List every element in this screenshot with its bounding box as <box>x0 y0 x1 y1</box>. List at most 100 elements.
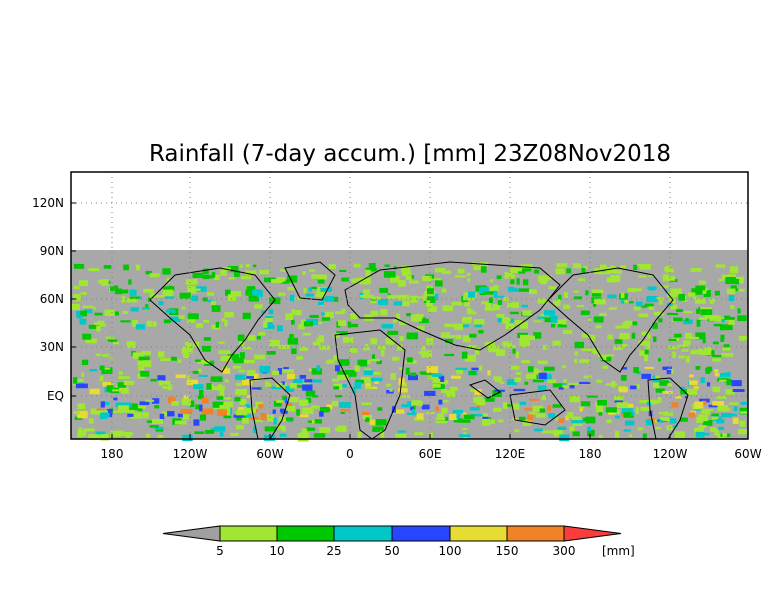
rain-cell <box>390 276 400 283</box>
rain-cell <box>392 319 397 323</box>
rain-cell <box>210 376 223 382</box>
rain-cell <box>510 365 520 370</box>
rain-cell <box>145 270 152 275</box>
rain-cell <box>737 308 741 314</box>
rain-cell <box>593 316 604 323</box>
rain-cell <box>157 434 164 438</box>
rain-cell <box>182 413 190 420</box>
rain-cell <box>466 272 471 277</box>
rain-cell <box>337 374 349 380</box>
rain-cell <box>437 413 444 420</box>
rain-cell <box>583 266 588 270</box>
rain-cell <box>605 354 614 357</box>
rain-cell <box>263 320 268 328</box>
rain-cell <box>613 270 622 274</box>
rain-cell <box>341 308 346 313</box>
rain-cell <box>74 416 83 420</box>
rain-cell <box>190 400 195 405</box>
rain-cell <box>183 395 189 402</box>
rain-cell <box>544 317 551 323</box>
rain-cell <box>127 413 134 417</box>
rain-cell <box>714 369 719 373</box>
rain-cell <box>532 405 544 412</box>
rain-cell <box>145 304 149 310</box>
rain-cell <box>391 356 400 361</box>
rain-cell <box>263 324 275 329</box>
rain-cell <box>623 412 635 418</box>
coastline <box>149 267 276 373</box>
rain-cell <box>93 322 100 325</box>
colorbar-unit-label: [mm] <box>602 544 635 558</box>
rain-cell <box>226 397 231 400</box>
rain-cell <box>484 397 495 402</box>
rain-cell <box>187 316 196 324</box>
rain-cell <box>132 319 138 327</box>
rain-cell <box>236 409 248 416</box>
rain-cell <box>79 318 87 325</box>
rain-cell <box>509 311 519 315</box>
rain-cell <box>594 298 606 305</box>
rain-cell <box>702 400 707 406</box>
rain-cell <box>666 313 678 316</box>
rain-cell <box>185 342 192 348</box>
rain-cell <box>206 383 212 390</box>
rain-cell <box>123 264 129 271</box>
rain-cell <box>544 310 555 316</box>
rain-cell <box>96 325 101 332</box>
rain-cell <box>484 306 495 311</box>
rain-cell <box>514 429 520 433</box>
rain-cell <box>692 296 698 299</box>
rain-cell <box>699 398 710 403</box>
rain-cell <box>234 397 241 402</box>
rain-cell <box>694 427 704 434</box>
rain-cell <box>512 348 516 354</box>
rain-cell <box>611 380 616 388</box>
rain-cell <box>308 287 312 292</box>
rain-cell <box>185 279 198 285</box>
rain-cell <box>368 263 376 269</box>
rain-cell <box>365 359 371 364</box>
rain-cell <box>143 360 152 368</box>
rain-cell <box>406 357 413 363</box>
rain-cell <box>302 271 306 275</box>
rain-cell <box>211 272 216 278</box>
rain-cell <box>99 365 105 371</box>
rain-cell <box>471 311 477 315</box>
rain-cell <box>139 401 150 405</box>
rain-cell <box>151 398 160 404</box>
coastline <box>509 389 566 426</box>
rain-cell <box>126 341 136 348</box>
rain-cell <box>721 319 726 323</box>
rain-cell <box>339 269 347 272</box>
rain-cell <box>564 292 568 299</box>
rain-cell <box>655 427 662 430</box>
rain-cell <box>199 389 204 397</box>
rain-cell <box>219 432 224 437</box>
rain-cell <box>142 412 149 419</box>
rain-cell <box>216 396 224 400</box>
rain-cell <box>620 300 625 304</box>
rain-cell <box>614 430 620 438</box>
rain-cell <box>543 274 547 278</box>
rain-cell <box>277 368 282 375</box>
rain-cell <box>576 305 584 308</box>
rain-cell <box>688 380 698 385</box>
rain-cell <box>218 397 229 400</box>
rain-cell <box>660 285 670 288</box>
rain-cell <box>154 405 160 409</box>
rain-cell <box>445 338 454 343</box>
rain-cell <box>344 370 357 377</box>
rain-cell <box>117 382 126 388</box>
rain-cell <box>467 345 477 350</box>
rain-cell <box>670 304 678 310</box>
rain-cell <box>410 406 414 411</box>
rain-cell <box>235 388 248 396</box>
rain-cell <box>454 275 466 278</box>
lon-tick-label: 120W <box>173 447 208 461</box>
rain-cell <box>335 395 343 398</box>
rain-cell <box>644 303 654 307</box>
rain-cell <box>640 340 651 344</box>
rain-cell <box>557 426 567 430</box>
rain-cell <box>482 418 490 426</box>
rain-cell <box>273 400 282 407</box>
